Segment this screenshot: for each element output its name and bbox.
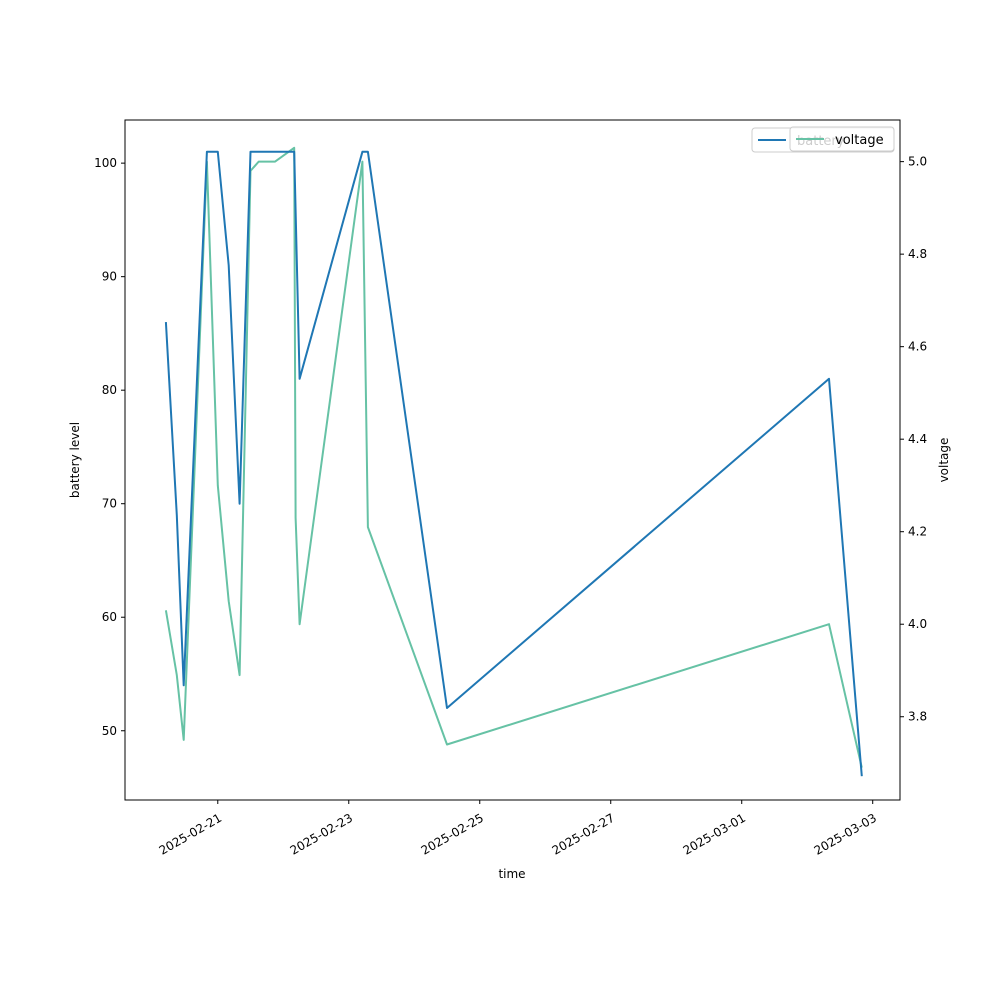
legend-voltage-frame — [789, 126, 895, 152]
y-left-tick-label: 70 — [102, 497, 117, 511]
y-right-tick-label: 4.8 — [908, 247, 927, 261]
y-right-tick-label: 5.0 — [908, 155, 927, 169]
y-left-tick-label: 60 — [102, 610, 117, 624]
y-right-tick-label: 4.0 — [908, 617, 927, 631]
x-axis-label: time — [498, 867, 525, 881]
legend-voltage-label: voltage — [835, 133, 884, 148]
series-layer — [164, 146, 863, 777]
y-axis-left-label: battery level — [68, 422, 82, 498]
y-axis-right: 3.8 4.0 4.2 4.4 4.6 4.8 5.0 — [900, 155, 927, 724]
y-right-tick-label: 4.2 — [908, 525, 927, 539]
y-axis-right-label: voltage — [937, 438, 951, 483]
y-left-tick-label: 90 — [102, 270, 117, 284]
y-left-tick-label: 100 — [94, 156, 117, 170]
y-left-tick-label: 50 — [102, 724, 117, 738]
y-right-tick-label: 3.8 — [908, 710, 927, 724]
y-right-tick-label: 4.4 — [908, 432, 927, 446]
legend-voltage: voltage — [789, 126, 895, 152]
y-axis-left: 50 60 70 80 90 100 — [94, 156, 125, 738]
series-line-battery — [164, 150, 863, 777]
y-right-tick-label: 4.6 — [908, 340, 927, 354]
y-left-tick-label: 80 — [102, 383, 117, 397]
plot-frame — [124, 119, 901, 801]
